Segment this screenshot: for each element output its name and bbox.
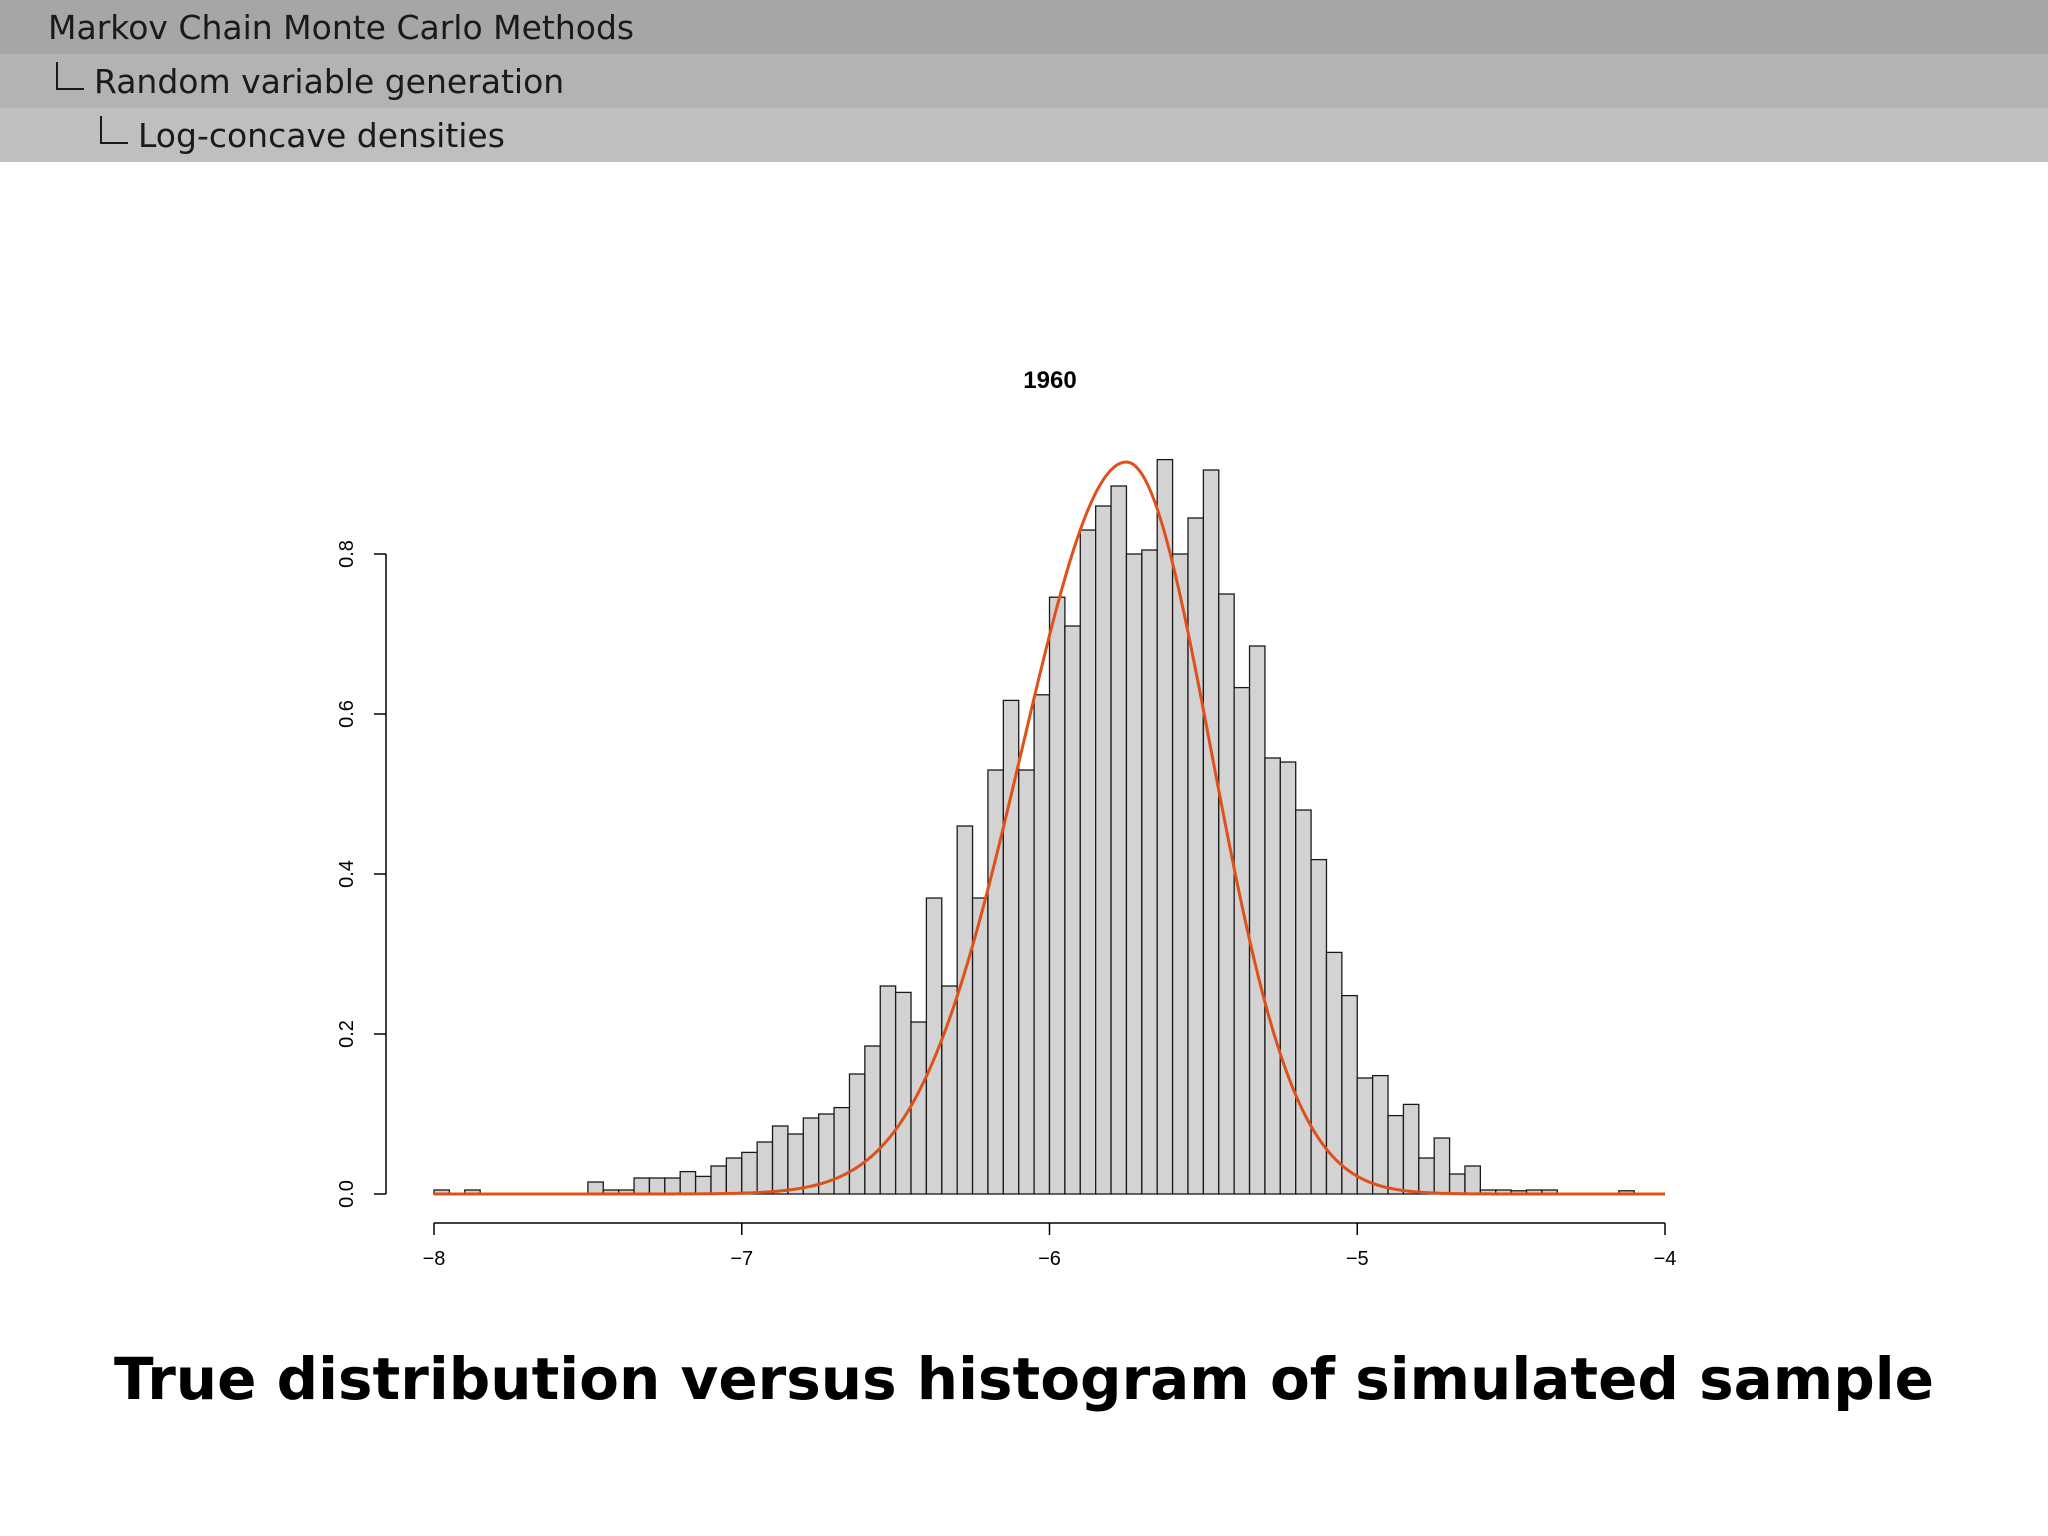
breadcrumb-label: Random variable generation	[94, 61, 565, 101]
x-tick-label: −5	[1346, 1248, 1369, 1270]
histogram-bar	[1402, 1103, 1420, 1195]
slide-caption: True distribution versus histogram of si…	[114, 1345, 1934, 1413]
histogram-bar	[1264, 757, 1281, 1195]
histogram-bar	[1387, 1114, 1405, 1195]
histogram-bar	[848, 1073, 866, 1195]
breadcrumb-level-3[interactable]: Log-concave densities	[0, 108, 2048, 162]
histogram-bar	[1279, 761, 1297, 1195]
y-tick-label: 0.2	[336, 1020, 358, 1048]
histogram-bar	[1095, 505, 1112, 1195]
histogram-bar	[741, 1151, 758, 1195]
breadcrumb-label: Markov Chain Monte Carlo Methods	[48, 7, 635, 47]
chart-svg: 1960 0.0 0.2 0.4 0.6 0.8 −8 −7 −6 −5 −4	[336, 367, 1677, 1270]
x-tick-label: −6	[1038, 1248, 1061, 1270]
histogram-bar	[1125, 553, 1143, 1195]
histogram-bar	[1187, 517, 1205, 1195]
histogram-bar	[679, 1170, 697, 1195]
histogram-bar	[1448, 1173, 1466, 1195]
tree-corner-icon	[100, 116, 128, 144]
histogram-bar	[864, 1045, 881, 1195]
breadcrumb-level-1[interactable]: Markov Chain Monte Carlo Methods	[0, 0, 2048, 54]
histogram-bar	[1295, 809, 1312, 1195]
y-tick-label: 0.4	[336, 860, 358, 888]
histogram-bar	[648, 1177, 666, 1195]
histogram-bar	[1064, 625, 1081, 1195]
histogram-bar	[725, 1157, 743, 1195]
histogram-bar	[802, 1117, 820, 1195]
breadcrumb-label: Log-concave densities	[138, 115, 505, 155]
histogram-bar	[1171, 553, 1189, 1195]
histogram-bar	[833, 1106, 851, 1195]
histogram-bar	[1233, 686, 1251, 1195]
y-tick-label: 0.8	[336, 540, 358, 568]
histogram-bar	[787, 1133, 804, 1195]
histogram-bar	[1018, 769, 1035, 1195]
histogram-bar	[1371, 1074, 1389, 1195]
histogram-bar	[710, 1165, 728, 1195]
histogram-bar	[894, 991, 912, 1195]
histogram-chart: 1960 0.0 0.2 0.4 0.6 0.8 −8 −7 −6 −5 −4	[336, 367, 1677, 1270]
tree-corner-icon	[56, 62, 84, 90]
histogram-bar	[1110, 485, 1128, 1195]
histogram-bar	[1248, 645, 1266, 1195]
histogram-bar	[1048, 596, 1066, 1195]
histogram-bar	[1079, 529, 1097, 1195]
x-axis: −8 −7 −6 −5 −4	[423, 1222, 1677, 1270]
histogram-bar	[1202, 469, 1220, 1195]
chart-title: 1960	[1023, 367, 1076, 394]
histogram-bar	[633, 1177, 651, 1195]
y-tick-label: 0.6	[336, 700, 358, 728]
histogram-bars	[433, 458, 1635, 1195]
histogram-bar	[664, 1177, 681, 1195]
breadcrumb-level-2[interactable]: Random variable generation	[0, 54, 2048, 108]
histogram-bar	[1341, 994, 1358, 1195]
x-tick-label: −8	[423, 1248, 446, 1270]
histogram-bar	[771, 1125, 789, 1195]
histogram-bar	[1033, 694, 1051, 1195]
histogram-bar	[910, 1021, 928, 1195]
histogram-bar	[1218, 593, 1235, 1195]
x-tick-label: −7	[730, 1248, 753, 1270]
x-tick-label: −4	[1654, 1248, 1677, 1270]
y-axis: 0.0 0.2 0.4 0.6 0.8	[336, 540, 387, 1208]
histogram-bar	[879, 985, 897, 1195]
histogram-bar	[956, 825, 974, 1195]
histogram-bar	[694, 1175, 712, 1195]
histogram-bar	[1433, 1137, 1451, 1195]
histogram-bar	[587, 1181, 604, 1195]
y-tick-label: 0.0	[336, 1180, 358, 1208]
histogram-bar	[1418, 1157, 1435, 1195]
histogram-bar	[756, 1141, 774, 1195]
histogram-bar	[1464, 1165, 1481, 1195]
density-curve	[434, 460, 1665, 1196]
histogram-bar	[1156, 458, 1174, 1195]
histogram-bar	[1141, 549, 1158, 1195]
